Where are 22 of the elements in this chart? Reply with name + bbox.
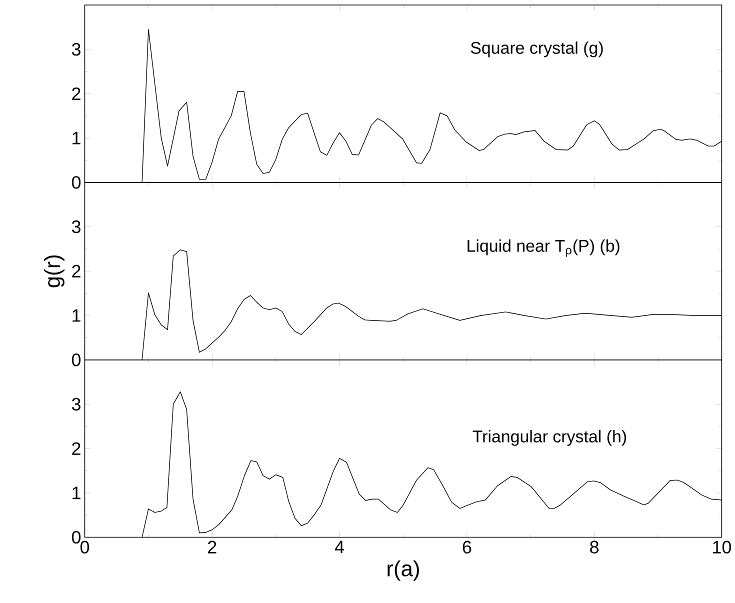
- x-tick-label: 6: [462, 540, 472, 554]
- x-axis-title: r(a): [388, 560, 419, 581]
- x-tick-label: 2: [208, 540, 216, 554]
- annotation: Square crystal (g): [470, 41, 603, 58]
- y-tick-label: 0: [72, 530, 81, 544]
- y-tick-label: 2: [72, 442, 80, 455]
- y-tick-label: 2: [72, 264, 80, 278]
- y-tick-label: 3: [72, 398, 80, 411]
- x-tick-label: 8: [590, 540, 599, 554]
- y-tick-label: 3: [72, 220, 80, 234]
- y-tick-label: 0: [72, 176, 81, 189]
- y-tick-label: 1: [72, 486, 80, 500]
- y-tick-label: 1: [72, 309, 80, 322]
- annotation: Triangular crystal (h): [472, 430, 626, 446]
- x-tick-label: 4: [334, 540, 344, 554]
- y-tick-label: 2: [72, 87, 80, 100]
- y-tick-label: 3: [72, 42, 80, 56]
- y-axis-title: g(r): [44, 255, 64, 288]
- y-tick-label: 0: [72, 353, 81, 366]
- y-tick-label: 1: [72, 132, 80, 144]
- x-tick-label: 10: [713, 540, 731, 554]
- annotation: Liquid near T$_{ρ}$(P) (b): [468, 239, 620, 257]
